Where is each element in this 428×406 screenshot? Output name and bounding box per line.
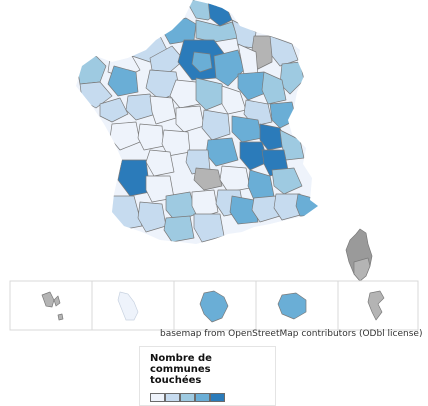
department[interactable] <box>175 105 205 133</box>
department[interactable] <box>229 195 259 225</box>
department[interactable] <box>137 201 167 233</box>
department[interactable] <box>195 77 227 111</box>
department[interactable] <box>145 149 175 177</box>
legend-swatch-5 <box>210 393 225 402</box>
department[interactable] <box>237 71 269 101</box>
department[interactable] <box>191 51 213 73</box>
department[interactable] <box>107 65 139 97</box>
department[interactable] <box>273 193 305 221</box>
guyane[interactable] <box>199 290 229 323</box>
legend-swatch-2 <box>165 393 180 402</box>
department[interactable] <box>169 79 201 109</box>
martinique[interactable] <box>117 291 139 321</box>
inset-frame-mayotte <box>337 280 419 331</box>
department[interactable] <box>221 85 247 115</box>
corsica-south[interactable] <box>353 257 371 282</box>
department[interactable] <box>193 213 225 243</box>
department[interactable] <box>201 109 231 141</box>
department[interactable] <box>117 159 151 197</box>
department[interactable] <box>99 97 129 123</box>
department[interactable] <box>149 95 177 125</box>
legend-swatches <box>150 393 265 402</box>
legend-swatch-4 <box>195 393 210 402</box>
department[interactable] <box>125 93 157 121</box>
map-attribution: basemap from OpenStreetMap contributors … <box>160 329 423 339</box>
legend: Nombre de communes touchées <box>139 346 276 406</box>
department[interactable] <box>163 215 195 243</box>
legend-title: Nombre de communes touchées <box>150 353 212 386</box>
department[interactable] <box>213 49 245 87</box>
mayotte[interactable] <box>367 290 385 321</box>
department[interactable] <box>271 167 303 195</box>
guadeloupe[interactable] <box>41 291 64 321</box>
reunion[interactable] <box>277 292 307 320</box>
metropolitan-france <box>76 0 320 244</box>
department[interactable] <box>231 115 263 143</box>
department[interactable] <box>261 71 287 105</box>
department[interactable] <box>149 45 185 73</box>
department[interactable] <box>239 141 269 171</box>
department[interactable] <box>251 195 281 223</box>
legend-swatch-3 <box>180 393 195 402</box>
department[interactable] <box>161 129 191 157</box>
overseas-insets <box>9 280 419 331</box>
department[interactable] <box>295 193 320 217</box>
legend-swatch-1 <box>150 393 165 402</box>
department[interactable] <box>137 123 165 151</box>
department[interactable] <box>193 167 223 191</box>
